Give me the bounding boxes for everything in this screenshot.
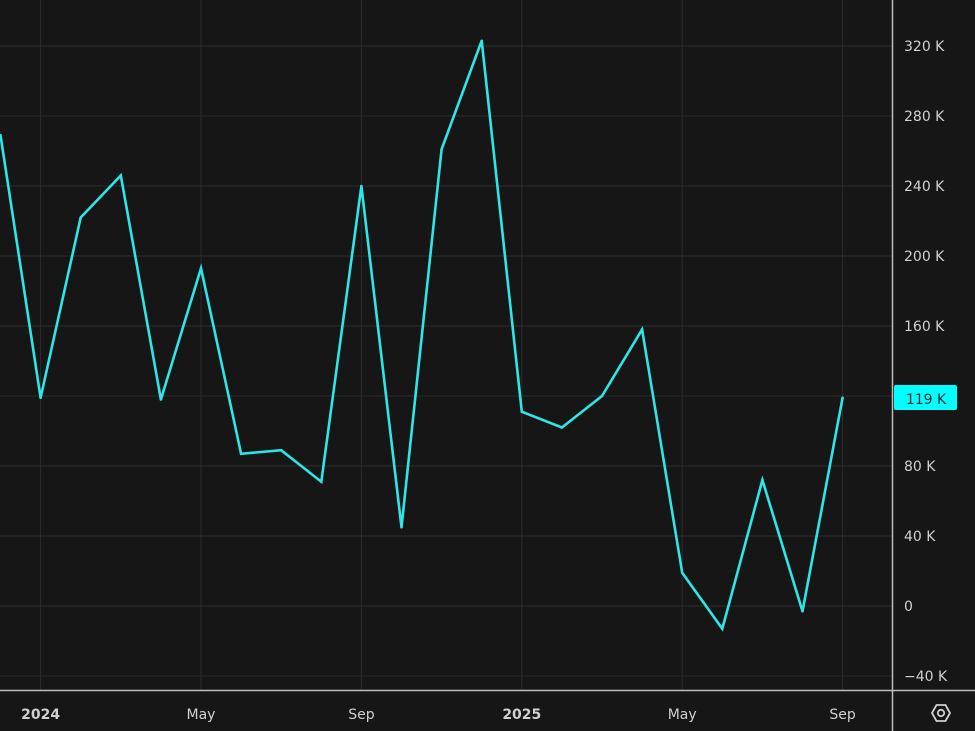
series-line bbox=[0, 40, 844, 632]
y-tick-label: 240 K bbox=[904, 179, 945, 195]
y-axis-ticks: −40 K 0 40 K 80 K 160 K 200 K 240 K 280 K 320 K bbox=[904, 39, 948, 685]
data-point bbox=[480, 39, 484, 43]
data-point bbox=[600, 394, 604, 398]
data-point bbox=[199, 266, 203, 270]
y-tick-label: 40 K bbox=[904, 529, 936, 545]
data-point bbox=[560, 426, 564, 429]
data-point bbox=[159, 398, 163, 401]
x-tick-label: Sep bbox=[829, 707, 856, 723]
data-point bbox=[320, 480, 323, 484]
data-point bbox=[360, 184, 363, 188]
y-tick-label: −40 K bbox=[904, 669, 948, 685]
data-point bbox=[680, 571, 684, 575]
data-point bbox=[400, 525, 403, 529]
data-point bbox=[440, 147, 443, 151]
y-tick-label: 0 bbox=[904, 599, 913, 615]
x-tick-label: Sep bbox=[348, 707, 375, 723]
last-value-badge bbox=[894, 385, 957, 410]
y-tick-label: 160 K bbox=[904, 319, 945, 335]
data-point bbox=[640, 328, 644, 331]
data-point bbox=[801, 609, 804, 613]
data-point bbox=[841, 396, 844, 400]
y-tick-label: 200 K bbox=[904, 249, 945, 265]
x-tick-label: 2025 bbox=[502, 707, 541, 723]
y-tick-label: 80 K bbox=[904, 459, 936, 475]
last-value-label: 119 K bbox=[894, 385, 957, 410]
data-point bbox=[520, 410, 524, 414]
data-point bbox=[119, 174, 123, 177]
grid bbox=[0, 0, 892, 690]
y-tick-label: 280 K bbox=[904, 109, 945, 125]
data-point bbox=[0, 133, 2, 137]
data-point bbox=[721, 627, 724, 631]
settings-button[interactable] bbox=[930, 704, 952, 722]
data-point bbox=[761, 478, 764, 482]
x-tick-label: May bbox=[668, 707, 697, 723]
settings-hexagon-icon bbox=[930, 704, 952, 722]
last-value-text: 119 K bbox=[906, 392, 947, 408]
y-tick-label: 320 K bbox=[904, 39, 945, 55]
data-point bbox=[79, 216, 82, 219]
data-point bbox=[279, 448, 283, 452]
x-tick-label: 2024 bbox=[21, 707, 60, 723]
settings-hexagon-icon-center bbox=[936, 708, 946, 718]
data-point bbox=[239, 452, 243, 456]
data-point bbox=[39, 396, 42, 400]
series bbox=[0, 39, 844, 632]
x-axis-ticks: 2024 May Sep 2025 May Sep bbox=[21, 707, 856, 723]
x-tick-label: May bbox=[187, 707, 216, 723]
